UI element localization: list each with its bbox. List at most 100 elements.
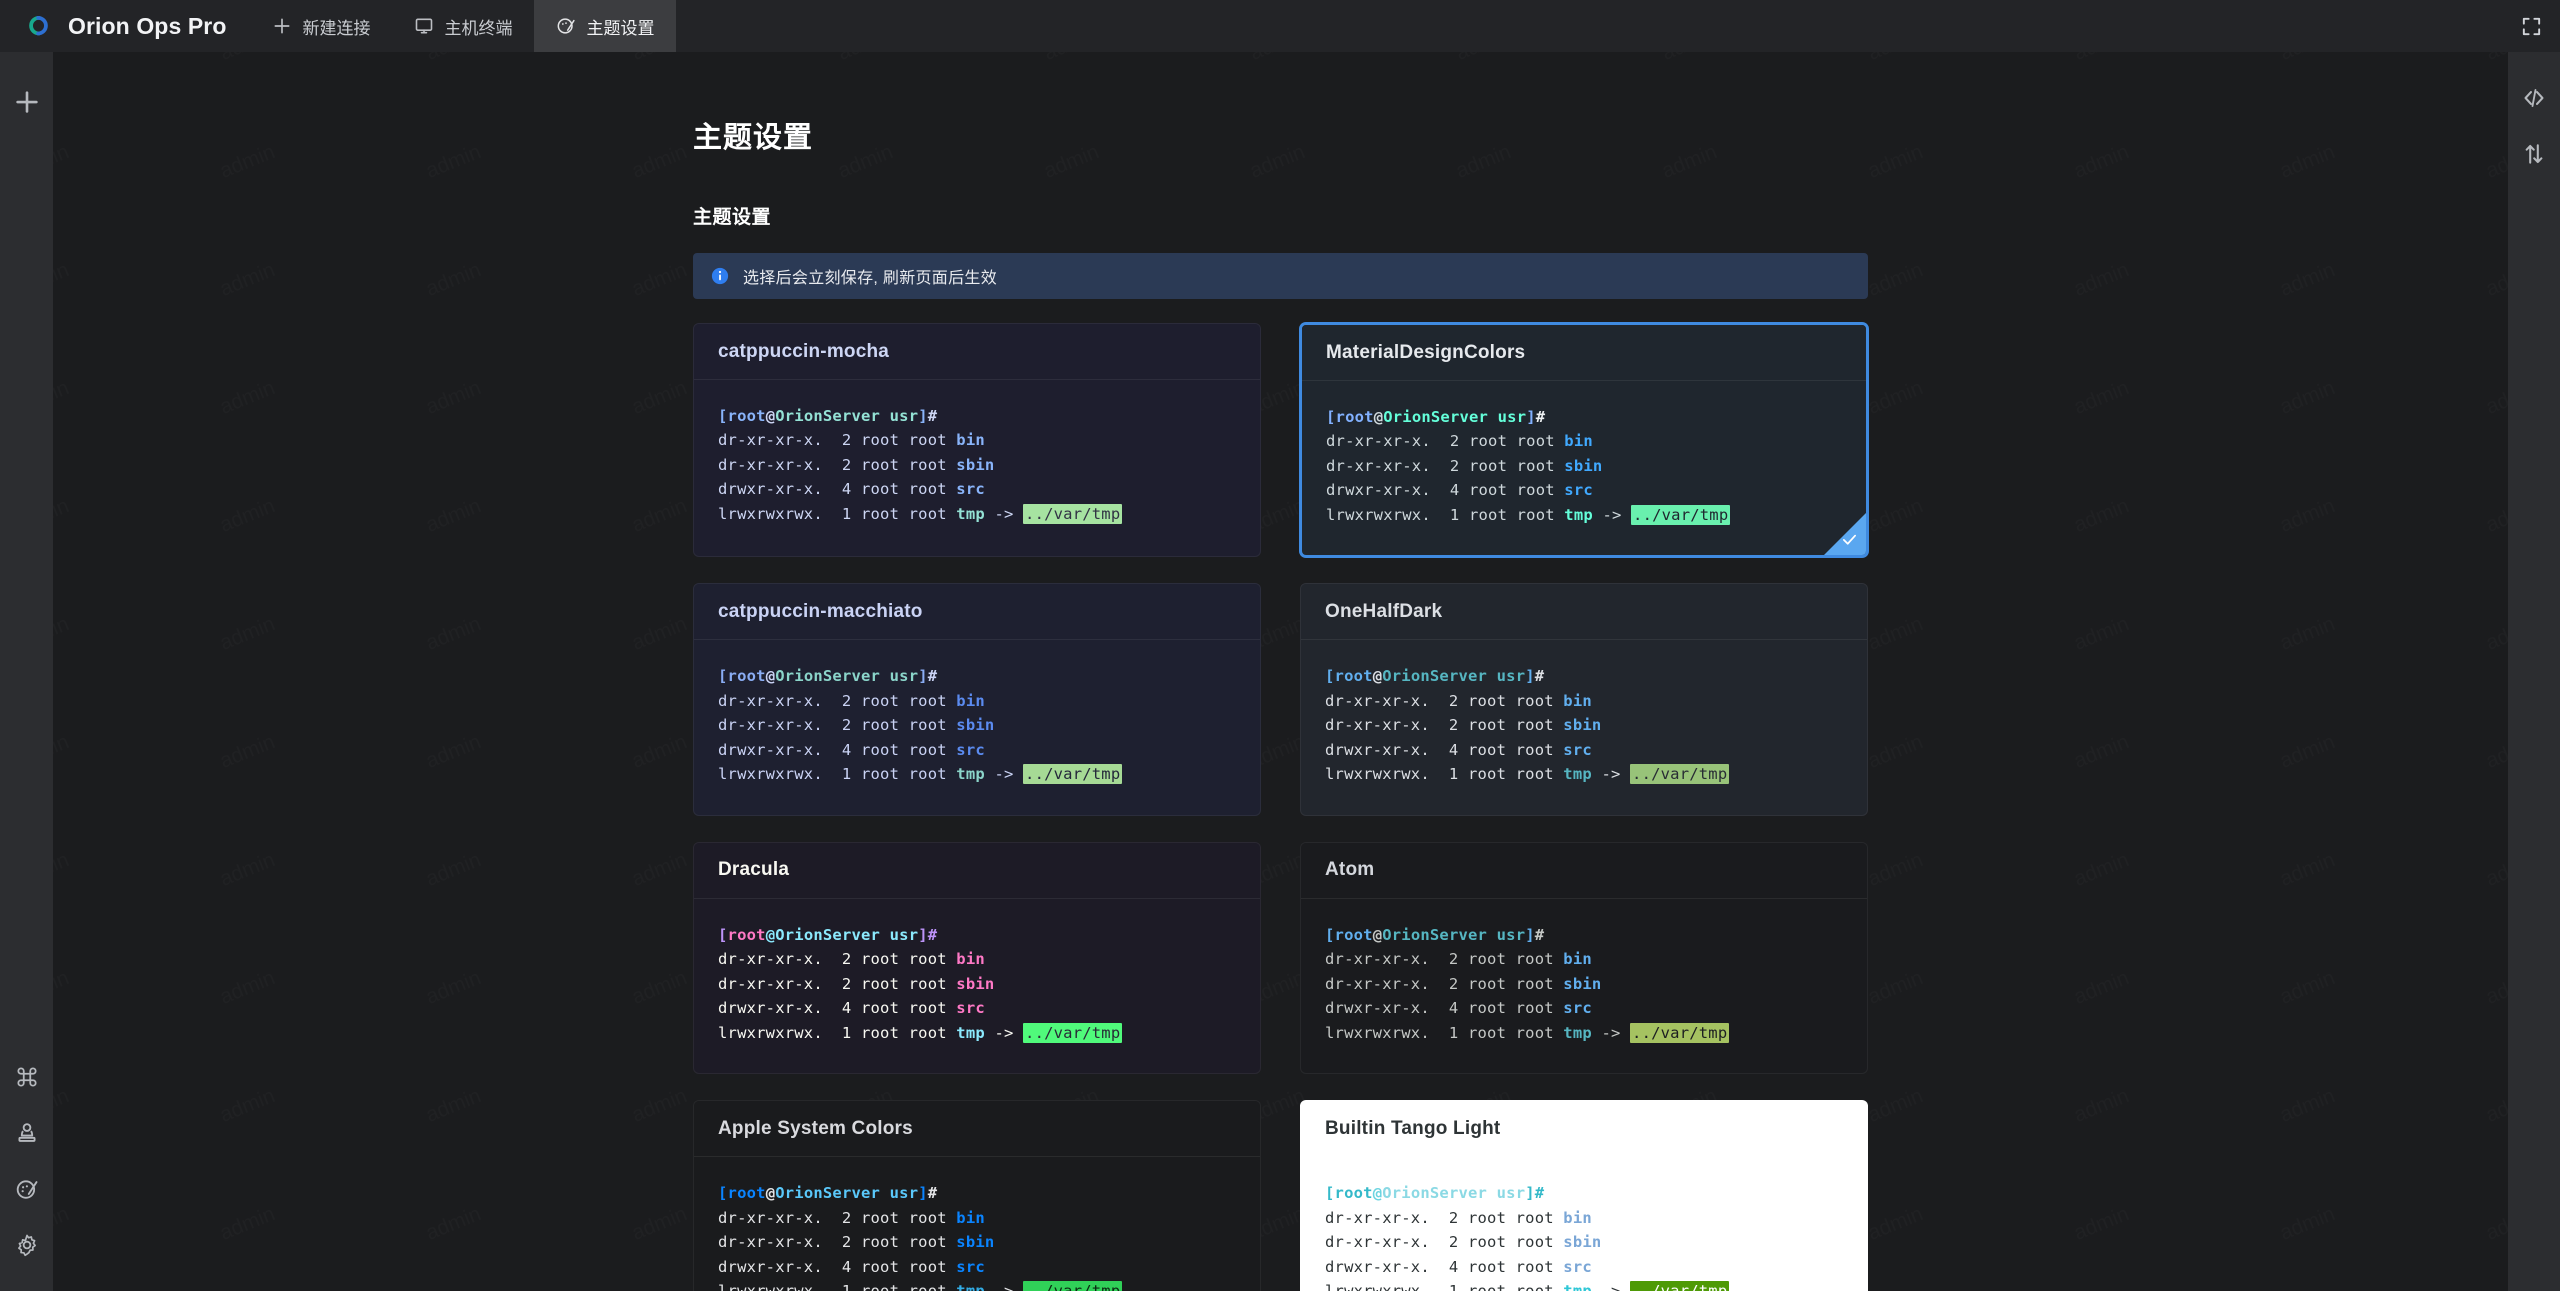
plus-icon <box>15 91 38 113</box>
content: 主题设置 主题设置 选择后会立刻保存, 刷新页面后生效 catppuccin-m… <box>53 52 2508 1291</box>
terminal-prompt-line: [root@OrionServer usr]# <box>718 667 938 686</box>
theme-card[interactable]: OneHalfDark [root@OrionServer usr]# dr-xr-… <box>1300 583 1868 816</box>
top-bar: Orion Ops Pro 新建连接 主机终端 主题设置 <box>0 0 2560 52</box>
theme-card[interactable]: Builtin Tango Light [root@OrionServer usr… <box>1300 1100 1868 1291</box>
command-icon <box>16 1067 37 1087</box>
terminal-listing-row: lrwxrwxrwx. 1 root root tmp -> ../var/tm… <box>718 1279 1236 1291</box>
rail-theme-button[interactable] <box>0 1161 53 1217</box>
terminal-preview: [root@OrionServer usr]# dr-xr-xr-x. 2 roo… <box>1301 1157 1867 1291</box>
theme-card-grid: catppuccin-mocha [root@OrionServer usr]# d… <box>693 323 1868 1291</box>
terminal-listing-row: dr-xr-xr-x. 2 root root bin <box>718 1208 985 1227</box>
tab-theme-settings[interactable]: 主题设置 <box>534 0 677 52</box>
theme-card[interactable]: Apple System Colors [root@OrionServer usr… <box>693 1100 1261 1291</box>
rail-new-connection-button[interactable] <box>0 74 53 130</box>
terminal-listing-row: drwxr-xr-x. 4 root root src <box>718 1257 985 1276</box>
terminal-listing-row: lrwxrwxrwx. 1 root root tmp -> ../var/tm… <box>1325 1279 1843 1291</box>
theme-card-title: catppuccin-macchiato <box>694 584 1260 641</box>
theme-card[interactable]: catppuccin-macchiato [root@OrionServer us… <box>693 583 1261 816</box>
info-icon <box>711 267 729 285</box>
terminal-listing-row: dr-xr-xr-x. 2 root root sbin <box>718 716 995 735</box>
terminal-listing-row: drwxr-xr-x. 4 root root src <box>1325 1257 1592 1276</box>
terminal-preview: [root@OrionServer usr]# dr-xr-xr-x. 2 roo… <box>694 380 1260 554</box>
terminal-listing-row: dr-xr-xr-x. 2 root root bin <box>718 431 985 450</box>
terminal-preview: [root@OrionServer usr]# dr-xr-xr-x. 2 roo… <box>1301 899 1867 1073</box>
transfer-icon <box>2525 144 2543 164</box>
terminal-listing-row: dr-xr-xr-x. 2 root root bin <box>1326 432 1593 451</box>
right-rail <box>2508 52 2560 1291</box>
terminal-listing-row: dr-xr-xr-x. 2 root root bin <box>718 691 985 710</box>
left-rail <box>0 52 53 1291</box>
terminal-listing-row: dr-xr-xr-x. 2 root root sbin <box>718 1233 995 1252</box>
section-title: 主题设置 <box>693 207 772 228</box>
terminal-preview: [root@OrionServer usr]# dr-xr-xr-x. 2 roo… <box>694 640 1260 814</box>
tab-new-connection[interactable]: 新建连接 <box>250 0 392 52</box>
terminal-listing-row: lrwxrwxrwx. 1 root root tmp -> ../var/tm… <box>718 764 1123 785</box>
stamp-icon <box>17 1123 36 1142</box>
terminal-listing-row: drwxr-xr-x. 4 root root src <box>718 740 985 759</box>
terminal-listing-row: drwxr-xr-x. 4 root root src <box>718 480 985 499</box>
theme-card-title: OneHalfDark <box>1301 584 1867 641</box>
tab-label: 主题设置 <box>586 18 655 38</box>
terminal-listing-row: dr-xr-xr-x. 2 root root sbin <box>1325 1233 1602 1252</box>
terminal-listing-row: drwxr-xr-x. 4 root root src <box>718 999 985 1018</box>
terminal-listing-row: dr-xr-xr-x. 2 root root sbin <box>1326 456 1603 475</box>
tab-label: 主机终端 <box>444 18 513 38</box>
theme-card-title: Builtin Tango Light <box>1301 1101 1867 1158</box>
tab-label: 新建连接 <box>302 18 371 38</box>
terminal-preview: [root@OrionServer usr]# dr-xr-xr-x. 2 roo… <box>1301 640 1867 814</box>
terminal-preview: [root@OrionServer usr]# dr-xr-xr-x. 2 roo… <box>694 1157 1260 1291</box>
terminal-prompt-line: [root@OrionServer usr]# <box>718 407 938 425</box>
rail-command-button[interactable] <box>0 1049 53 1105</box>
theme-card-title: Atom <box>1301 842 1867 899</box>
terminal-prompt-line: [root@OrionServer usr]# <box>1326 408 1546 426</box>
alert-text: 选择后会立刻保存, 刷新页面后生效 <box>743 270 997 287</box>
theme-card[interactable]: Dracula [root@OrionServer usr]# dr-xr-xr-x… <box>693 841 1261 1075</box>
theme-card[interactable]: Atom [root@OrionServer usr]# dr-xr-xr-x. 2… <box>1300 841 1868 1075</box>
palette-icon <box>16 1180 37 1199</box>
terminal-prompt-line: [root@OrionServer usr]# <box>1325 1184 1545 1203</box>
check-icon <box>1842 535 1857 546</box>
rail-code-button[interactable] <box>2508 70 2560 126</box>
selected-check-corner <box>1824 513 1866 556</box>
plus-icon <box>274 18 290 34</box>
terminal-listing-row: dr-xr-xr-x. 2 root root sbin <box>1325 716 1602 735</box>
terminal-listing-row: dr-xr-xr-x. 2 root root sbin <box>1325 974 1602 993</box>
rail-transfer-button[interactable] <box>2508 126 2560 182</box>
theme-card-title: Dracula <box>694 842 1260 899</box>
fullscreen-icon <box>2522 17 2540 35</box>
page-title: 主题设置 <box>693 122 814 154</box>
theme-card[interactable]: MaterialDesignColors [root@OrionServer us… <box>1300 323 1868 558</box>
terminal-listing-row: drwxr-xr-x. 4 root root src <box>1325 740 1592 759</box>
terminal-preview: [root@OrionServer usr]# dr-xr-xr-x. 2 roo… <box>1302 381 1866 555</box>
left-rail-top <box>0 52 53 130</box>
theme-card[interactable]: catppuccin-mocha [root@OrionServer usr]# d… <box>693 323 1261 558</box>
terminal-listing-row: dr-xr-xr-x. 2 root root bin <box>1325 950 1592 969</box>
terminal-listing-row: lrwxrwxrwx. 1 root root tmp -> ../var/tm… <box>1325 1022 1730 1043</box>
terminal-prompt-line: [root@OrionServer usr]# <box>1325 667 1545 686</box>
terminal-listing-row: lrwxrwxrwx. 1 root root tmp -> ../var/tm… <box>718 503 1123 524</box>
fullscreen-button[interactable] <box>2502 0 2560 52</box>
rail-identity-button[interactable] <box>0 1105 53 1161</box>
terminal-listing-row: lrwxrwxrwx. 1 root root tmp -> ../var/tm… <box>1326 504 1731 525</box>
terminal-preview: [root@OrionServer usr]# dr-xr-xr-x. 2 roo… <box>694 899 1260 1073</box>
terminal-listing-row: drwxr-xr-x. 4 root root src <box>1326 481 1593 500</box>
code-icon <box>2524 89 2544 107</box>
theme-card-title: Apple System Colors <box>694 1101 1260 1158</box>
terminal-listing-row: drwxr-xr-x. 4 root root src <box>1325 999 1592 1018</box>
terminal-listing-row: dr-xr-xr-x. 2 root root bin <box>1325 691 1592 710</box>
terminal-listing-row: lrwxrwxrwx. 1 root root tmp -> ../var/tm… <box>718 1022 1123 1043</box>
terminal-prompt-line: [root@OrionServer usr]# <box>1325 925 1545 944</box>
gear-icon <box>17 1234 36 1257</box>
main-area: adminadminadminadminadminadminadminadmin… <box>53 52 2508 1291</box>
theme-card-title: MaterialDesignColors <box>1302 325 1866 381</box>
terminal-prompt-line: [root@OrionServer usr]# <box>718 925 938 944</box>
monitor-icon <box>416 18 433 34</box>
terminal-listing-row: lrwxrwxrwx. 1 root root tmp -> ../var/tm… <box>1325 764 1730 785</box>
left-rail-bottom <box>0 1049 53 1291</box>
terminal-prompt-line: [root@OrionServer usr]# <box>718 1184 938 1203</box>
brand: Orion Ops Pro <box>0 0 250 52</box>
palette-icon <box>558 18 576 34</box>
tab-host-terminal[interactable]: 主机终端 <box>392 0 534 52</box>
orion-link-logo-icon <box>29 15 48 35</box>
rail-settings-button[interactable] <box>0 1217 53 1273</box>
